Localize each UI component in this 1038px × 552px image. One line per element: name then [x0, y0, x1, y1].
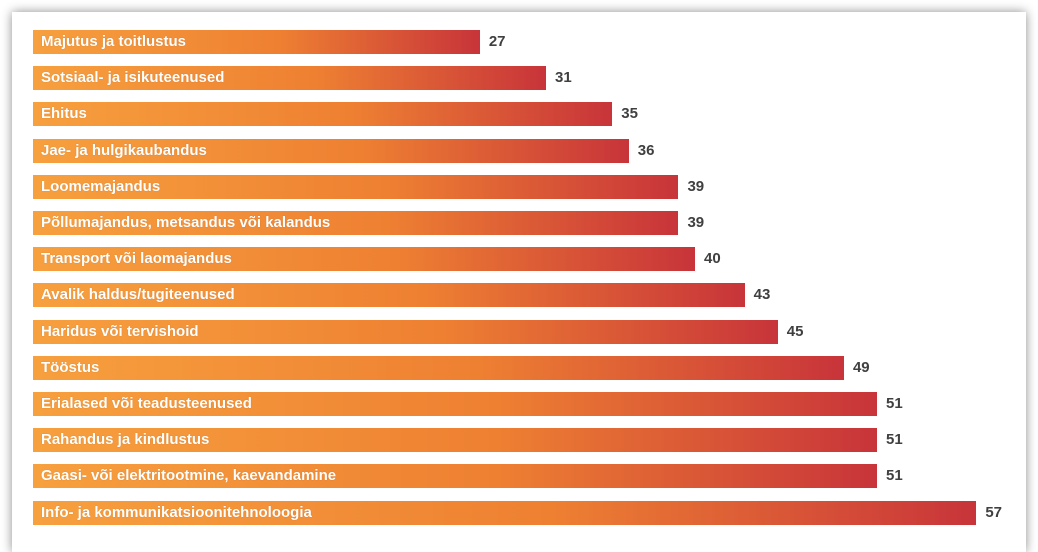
category-label: Erialased või teadusteenused: [41, 395, 252, 412]
data-label: 51: [886, 467, 903, 484]
category-label: Gaasi- või elektritootmine, kaevandamine: [41, 467, 337, 484]
data-label: 35: [621, 105, 638, 122]
data-label: 43: [753, 286, 771, 303]
category-label: Ehitus: [41, 105, 87, 122]
category-label: Sotsiaal- ja isikuteenused: [41, 69, 225, 86]
data-label: 31: [555, 69, 572, 86]
bar-chart: Majutus ja toitlustus 27 Sotsiaal- ja isik…: [33, 30, 1003, 525]
category-label: Jae- ja hulgikaubandus: [41, 142, 207, 159]
data-label: 49: [852, 359, 870, 376]
bar-3: Jae- ja hulgikaubandus: [33, 139, 629, 163]
category-label: Info- ja kommunikatsioonitehnoloogia: [41, 504, 312, 521]
bar-5: Põllumajandus, metsandus või kalandus: [33, 211, 679, 235]
bar-0: Majutus ja toitlustus: [33, 30, 480, 54]
data-label: 39: [687, 214, 705, 231]
data-label: 45: [786, 323, 804, 340]
category-label: Põllumajandus, metsandus või kalandus: [41, 214, 331, 231]
category-label: Majutus ja toitlustus: [41, 33, 187, 50]
bar-4: Loomemajandus: [33, 175, 679, 199]
data-label: 51: [886, 395, 903, 412]
data-label: 40: [704, 250, 721, 267]
bar-11: Rahandus ja kindlustus: [33, 428, 878, 452]
data-label: 27: [488, 33, 506, 50]
data-label: 51: [886, 431, 903, 448]
bar-7: Avalik haldus/tugiteenused: [33, 283, 745, 307]
data-label: 57: [985, 504, 1003, 521]
category-label: Tööstus: [41, 359, 100, 376]
bar-8: Haridus või tervishoid: [33, 320, 778, 344]
bar-13: Info- ja kommunikatsioonitehnoloogia: [33, 501, 977, 525]
category-label: Avalik haldus/tugiteenused: [41, 286, 235, 303]
bar-12: Gaasi- või elektritootmine, kaevandamine: [33, 464, 878, 488]
bar-6: Transport või laomajandus: [33, 247, 695, 271]
category-label: Transport või laomajandus: [41, 250, 232, 267]
bar-1: Sotsiaal- ja isikuteenused: [33, 66, 547, 90]
bar-2: Ehitus: [33, 102, 613, 126]
category-label: Rahandus ja kindlustus: [41, 431, 210, 448]
bar-9: Tööstus: [33, 356, 844, 380]
data-label: 39: [687, 178, 705, 195]
category-label: Loomemajandus: [41, 178, 161, 195]
bar-10: Erialased või teadusteenused: [33, 392, 878, 416]
data-label: 36: [637, 142, 655, 159]
category-label: Haridus või tervishoid: [41, 323, 199, 340]
